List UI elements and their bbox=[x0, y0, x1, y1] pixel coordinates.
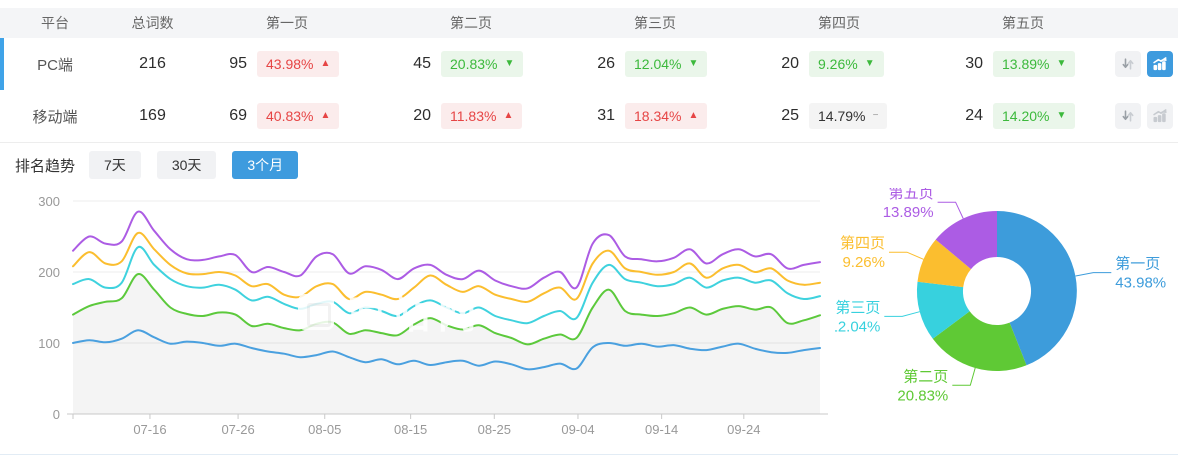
page5-count: 24 bbox=[965, 107, 983, 124]
x-tick-label: 07-16 bbox=[133, 422, 166, 437]
donut-label-leader bbox=[889, 251, 924, 260]
table-row-pc[interactable]: PC端 216 95 43.98% ▲ 45 20.83% ▼ 26 12.04% ▼… bbox=[0, 38, 1178, 91]
page3-pct-badge: 12.04% ▼ bbox=[625, 51, 708, 77]
trend-arrow-icon: ▼ bbox=[864, 58, 875, 69]
line-series-第五页 bbox=[72, 210, 821, 290]
tab-7days[interactable]: 7天 bbox=[89, 151, 141, 179]
trend-arrow-icon: ▼ bbox=[1056, 110, 1067, 121]
col-header-page2: 第二页 bbox=[450, 15, 492, 31]
page4-pct-badge: 14.79% − bbox=[809, 103, 888, 129]
trend-chart-icon[interactable] bbox=[1147, 51, 1173, 77]
page1-pct-badge: 40.83% ▲ bbox=[257, 103, 340, 129]
donut-label-name: 第二页 bbox=[903, 367, 948, 385]
page5-count: 30 bbox=[965, 55, 983, 72]
donut-label-leader bbox=[884, 311, 920, 317]
line-series-第二页 bbox=[72, 273, 821, 346]
trend-section-header: 排名趋势 7天 30天 3个月 bbox=[15, 151, 314, 179]
page4-count: 25 bbox=[781, 107, 799, 124]
donut-chart-svg: 第一页 43.98% 第二页 20.83% 第三页 12.04% 第四页 9.26% 第五页 13… bbox=[829, 184, 1166, 404]
trend-arrow-icon: ▲ bbox=[503, 110, 514, 121]
page5-pct-badge: 13.89% ▼ bbox=[993, 51, 1076, 77]
page1-count: 69 bbox=[229, 107, 247, 124]
donut-label-value: 13.89% bbox=[883, 204, 934, 221]
donut-slice-第二页[interactable] bbox=[932, 311, 1027, 371]
area-fill-第二页 bbox=[73, 273, 820, 414]
page1-count: 95 bbox=[229, 55, 247, 72]
col-header-total: 总词数 bbox=[131, 15, 174, 31]
trend-arrow-icon: ▲ bbox=[320, 110, 331, 121]
x-tick-label: 09-04 bbox=[561, 422, 594, 437]
tab-30days[interactable]: 30天 bbox=[156, 151, 217, 179]
line-series-第四页 bbox=[72, 231, 821, 304]
y-tick-label: 200 bbox=[38, 265, 60, 280]
page-distribution-donut-chart[interactable]: 第一页 43.98% 第二页 20.83% 第三页 12.04% 第四页 9.26% 第五页 13… bbox=[829, 184, 1178, 454]
donut-label-value: 20.83% bbox=[897, 387, 948, 404]
donut-label-value: 9.26% bbox=[842, 254, 885, 271]
line-chart-svg: 07-16 07-26 08-05 08-15 08-25 09-04 09-14 09-24… bbox=[38, 194, 828, 437]
page3-count: 26 bbox=[597, 55, 615, 72]
donut-label-value: 43.98% bbox=[1115, 275, 1166, 292]
donut-label-value: 12.04% bbox=[835, 318, 880, 335]
donut-label-leader bbox=[1075, 272, 1112, 277]
page3-count: 31 bbox=[597, 107, 615, 124]
x-tick-label: 08-05 bbox=[308, 422, 341, 437]
trend-chart-icon[interactable] bbox=[1147, 103, 1173, 129]
page4-pct-badge: 9.26% ▼ bbox=[809, 51, 884, 77]
x-tick-label: 07-26 bbox=[221, 422, 254, 437]
page5-pct-badge: 14.20% ▼ bbox=[993, 103, 1076, 129]
tab-3months[interactable]: 3个月 bbox=[232, 151, 299, 179]
donut-slice-第五页[interactable] bbox=[935, 211, 997, 270]
col-header-page5: 第五页 bbox=[1002, 15, 1044, 31]
trend-arrow-icon: ▲ bbox=[320, 58, 331, 69]
page2-count: 20 bbox=[413, 107, 431, 124]
trend-arrow-icon: ▼ bbox=[688, 58, 699, 69]
trend-arrow-icon: ▲ bbox=[688, 110, 699, 121]
col-header-platform: 平台 bbox=[41, 15, 69, 31]
y-tick-label: 300 bbox=[38, 194, 60, 209]
page2-pct-badge: 11.83% ▲ bbox=[441, 103, 523, 129]
donut-label-name: 第三页 bbox=[835, 298, 880, 316]
ranking-trend-line-chart[interactable]: 07-16 07-26 08-05 08-15 08-25 09-04 09-14 09-24… bbox=[0, 188, 835, 454]
platform-label: PC端 bbox=[37, 56, 73, 74]
page2-pct-badge: 20.83% ▼ bbox=[441, 51, 524, 77]
page1-pct-badge: 43.98% ▲ bbox=[257, 51, 340, 77]
donut-label-name: 第五页 bbox=[889, 188, 934, 202]
table-header: 平台 总词数 第一页 第二页 第三页 第四页 第五页 bbox=[0, 8, 1178, 38]
col-header-page4: 第四页 bbox=[818, 15, 860, 31]
trend-arrow-icon: − bbox=[872, 110, 879, 121]
page2-count: 45 bbox=[413, 55, 431, 72]
table-row-mobile[interactable]: 移动端 169 69 40.83% ▲ 20 11.83% ▲ 31 18.34% ▲… bbox=[0, 90, 1178, 143]
line-series-第一页 bbox=[72, 329, 821, 371]
trend-arrow-icon: ▼ bbox=[504, 58, 515, 69]
y-tick-label: 100 bbox=[38, 336, 60, 351]
x-tick-label: 09-14 bbox=[645, 422, 678, 437]
x-tick-label: 08-25 bbox=[478, 422, 511, 437]
platform-label: 移动端 bbox=[32, 108, 78, 126]
col-header-page3: 第三页 bbox=[634, 15, 676, 31]
x-tick-label: 09-24 bbox=[727, 422, 760, 437]
sort-icon[interactable] bbox=[1115, 103, 1141, 129]
page3-pct-badge: 18.34% ▲ bbox=[625, 103, 708, 129]
x-tick-label: 08-15 bbox=[394, 422, 427, 437]
donut-label-leader bbox=[937, 201, 964, 219]
total-words: 169 bbox=[139, 107, 166, 124]
line-series-第三页 bbox=[72, 245, 821, 325]
donut-slice-第一页[interactable] bbox=[997, 211, 1077, 366]
donut-label-name: 第四页 bbox=[840, 234, 885, 252]
col-header-page1: 第一页 bbox=[266, 15, 308, 31]
total-words: 216 bbox=[139, 55, 166, 72]
trend-section-title: 排名趋势 bbox=[15, 157, 76, 175]
donut-slice-第四页[interactable] bbox=[917, 239, 972, 288]
page4-count: 20 bbox=[781, 55, 799, 72]
y-tick-label: 0 bbox=[53, 407, 60, 422]
donut-slice-第三页[interactable] bbox=[916, 281, 970, 339]
donut-label-name: 第一页 bbox=[1115, 255, 1160, 273]
trend-arrow-icon: ▼ bbox=[1056, 58, 1067, 69]
sort-icon[interactable] bbox=[1115, 51, 1141, 77]
donut-label-leader bbox=[952, 367, 976, 386]
